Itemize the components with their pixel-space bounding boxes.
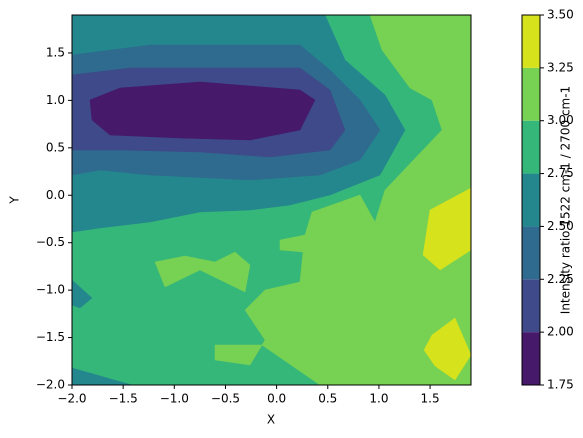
colorbar-tick-label: 1.75 bbox=[547, 378, 574, 392]
y-tick-label: 0.0 bbox=[46, 188, 65, 202]
x-tick-label: −1.0 bbox=[160, 392, 189, 406]
colorbar bbox=[522, 15, 540, 385]
x-tick-label: 1.0 bbox=[369, 392, 388, 406]
x-tick-label: −0.5 bbox=[211, 392, 240, 406]
y-tick-label: −2.0 bbox=[36, 378, 65, 392]
x-tick-label: 0.0 bbox=[267, 392, 286, 406]
y-tick-label: −1.5 bbox=[36, 330, 65, 344]
colorbar-band bbox=[522, 279, 540, 333]
colorbar-tick-label: 2.25 bbox=[547, 272, 574, 286]
x-tick-label: 0.5 bbox=[318, 392, 337, 406]
y-tick-label: −1.0 bbox=[36, 283, 65, 297]
colorbar-tick-label: 2.75 bbox=[547, 166, 574, 180]
y-tick-label: 1.5 bbox=[46, 45, 65, 59]
colorbar-band bbox=[522, 15, 540, 68]
colorbar-tick-label: 2.50 bbox=[547, 219, 574, 233]
x-tick-label: −1.5 bbox=[109, 392, 138, 406]
x-axis-label: X bbox=[267, 413, 275, 427]
colorbar-frame bbox=[521, 14, 541, 386]
colorbar-label: Intensity ratio 1522 cm-1 / 2700 cm-1 bbox=[559, 86, 573, 314]
colorbar-tick-label: 3.50 bbox=[547, 8, 574, 22]
colorbar-band bbox=[522, 226, 540, 280]
colorbar-tick-label: 2.00 bbox=[547, 325, 574, 339]
y-tick-label: 0.5 bbox=[46, 140, 65, 154]
colorbar-band bbox=[522, 120, 540, 174]
contour-region bbox=[423, 317, 472, 381]
colorbar-band bbox=[522, 67, 540, 121]
y-axis-label: Y bbox=[8, 196, 22, 205]
contour-region bbox=[154, 251, 251, 293]
y-tick-label: −0.5 bbox=[36, 235, 65, 249]
contour-region bbox=[89, 81, 316, 141]
colorbar-band bbox=[522, 173, 540, 227]
colorbar-band bbox=[522, 332, 540, 385]
colorbar-tick-label: 3.00 bbox=[547, 113, 574, 127]
axes-frame bbox=[71, 14, 472, 386]
x-tick-label: 1.5 bbox=[421, 392, 440, 406]
x-tick-label: −2.0 bbox=[57, 392, 86, 406]
contour-region bbox=[422, 187, 472, 271]
colorbar-tick-label: 3.25 bbox=[547, 60, 574, 74]
contour-region bbox=[214, 14, 472, 386]
y-tick-label: 1.0 bbox=[46, 93, 65, 107]
plot-area bbox=[71, 14, 472, 386]
